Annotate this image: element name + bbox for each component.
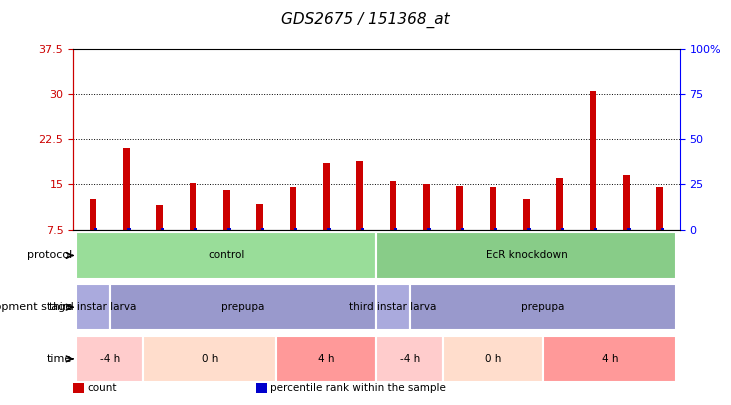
Bar xyxy=(227,228,230,230)
Bar xyxy=(523,199,530,230)
Bar xyxy=(561,228,564,230)
Bar xyxy=(590,91,596,230)
Bar xyxy=(190,183,197,230)
Bar xyxy=(494,228,497,230)
Bar xyxy=(360,228,364,230)
Text: third instar larva: third instar larva xyxy=(349,302,437,312)
Text: development stage: development stage xyxy=(0,302,72,312)
Bar xyxy=(127,228,131,230)
Text: -4 h: -4 h xyxy=(400,354,420,364)
Bar xyxy=(594,228,597,230)
Text: prepupa: prepupa xyxy=(521,302,565,312)
Bar xyxy=(456,185,463,230)
FancyBboxPatch shape xyxy=(543,336,676,382)
Bar xyxy=(257,204,263,230)
Bar xyxy=(123,148,130,230)
Bar xyxy=(156,205,163,230)
FancyBboxPatch shape xyxy=(77,232,376,279)
Text: percentile rank within the sample: percentile rank within the sample xyxy=(270,383,447,393)
FancyBboxPatch shape xyxy=(110,284,376,330)
Bar xyxy=(94,228,97,230)
Bar xyxy=(357,162,363,230)
FancyBboxPatch shape xyxy=(376,284,410,330)
FancyBboxPatch shape xyxy=(376,336,443,382)
Bar xyxy=(390,181,396,230)
Text: protocol: protocol xyxy=(27,250,72,260)
Text: time: time xyxy=(48,354,72,364)
Bar xyxy=(161,228,164,230)
Bar xyxy=(656,188,663,230)
Bar xyxy=(223,190,230,230)
Bar xyxy=(423,184,430,230)
Bar xyxy=(394,228,398,230)
Bar xyxy=(327,228,330,230)
FancyBboxPatch shape xyxy=(77,336,143,382)
Bar xyxy=(261,228,264,230)
Bar xyxy=(461,228,464,230)
Bar xyxy=(490,188,496,230)
Text: count: count xyxy=(88,383,117,393)
FancyBboxPatch shape xyxy=(77,284,110,330)
FancyBboxPatch shape xyxy=(443,336,543,382)
Bar xyxy=(661,228,664,230)
Text: third instar larva: third instar larva xyxy=(50,302,137,312)
Text: 0 h: 0 h xyxy=(202,354,218,364)
Text: GDS2675 / 151368_at: GDS2675 / 151368_at xyxy=(281,12,450,28)
Text: prepupa: prepupa xyxy=(221,302,265,312)
Text: control: control xyxy=(208,250,245,260)
Text: 4 h: 4 h xyxy=(318,354,335,364)
FancyBboxPatch shape xyxy=(276,336,376,382)
FancyBboxPatch shape xyxy=(376,232,676,279)
Bar xyxy=(90,199,96,230)
FancyBboxPatch shape xyxy=(410,284,676,330)
Bar xyxy=(323,163,330,230)
Bar xyxy=(556,178,563,230)
Bar xyxy=(627,228,631,230)
FancyBboxPatch shape xyxy=(143,336,276,382)
Text: EcR knockdown: EcR knockdown xyxy=(485,250,567,260)
Bar xyxy=(428,228,431,230)
Bar xyxy=(527,228,531,230)
Text: -4 h: -4 h xyxy=(99,354,120,364)
Bar xyxy=(623,175,630,230)
Bar xyxy=(194,228,197,230)
Bar xyxy=(294,228,298,230)
Text: 4 h: 4 h xyxy=(602,354,618,364)
Text: 0 h: 0 h xyxy=(485,354,501,364)
Bar xyxy=(289,188,297,230)
